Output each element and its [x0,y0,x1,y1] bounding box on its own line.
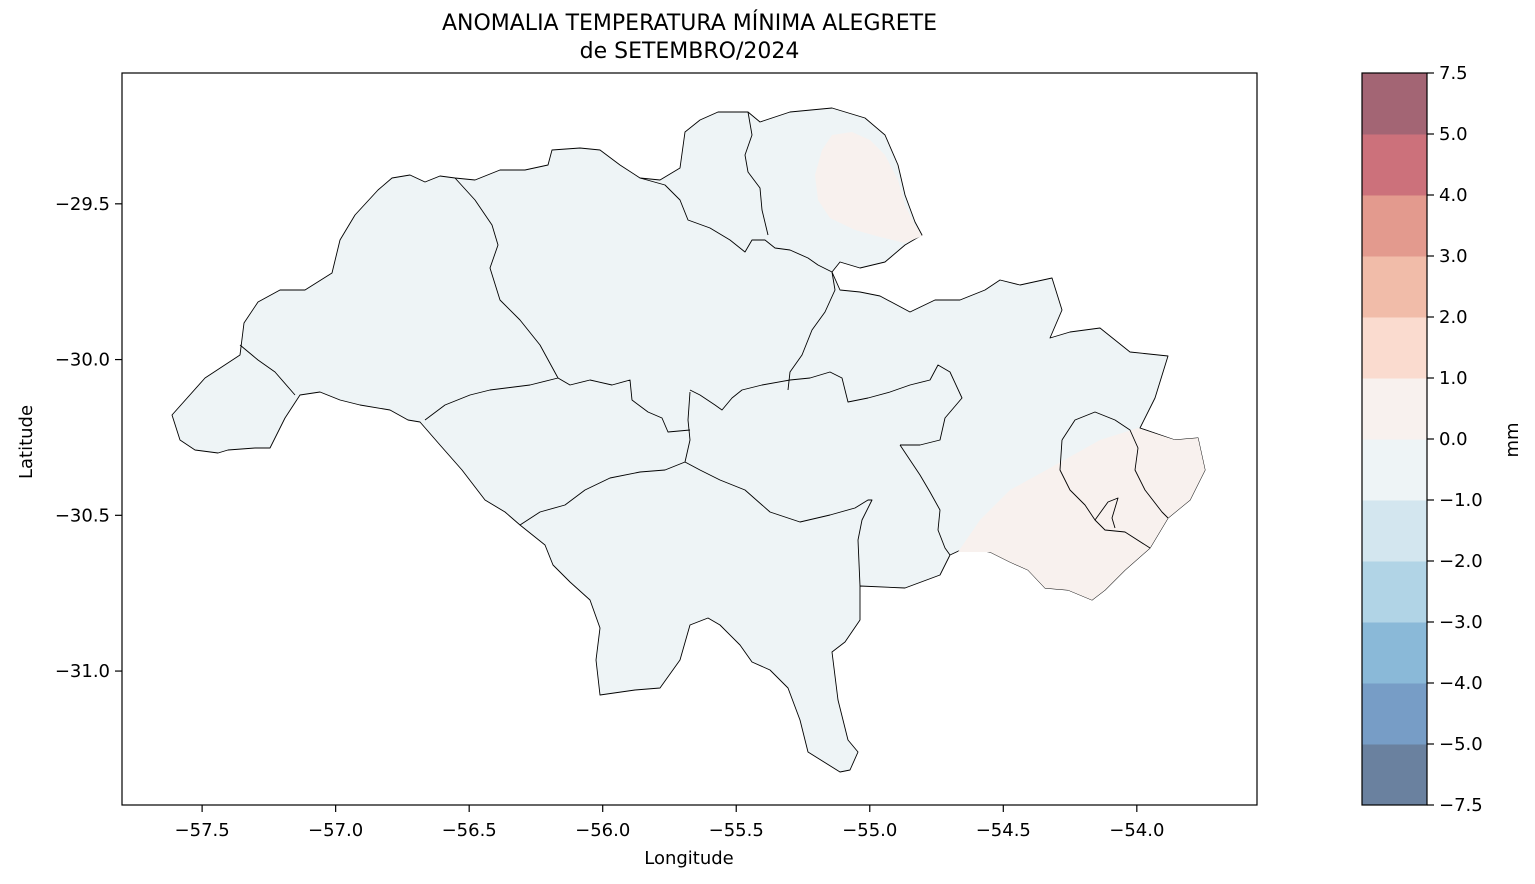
colorbar-label: mm [1502,422,1523,457]
title-line-2: de SETEMBRO/2024 [579,39,800,64]
colorbar-tick-label-3: −3.0 [1439,612,1483,633]
border-2 [424,177,559,421]
border-6 [787,271,836,391]
colorbar-tick-label-4: −2.0 [1439,551,1483,572]
colorbar-tick-label-1: −5.0 [1439,734,1483,755]
colorbar-tick-label-11: 5.0 [1439,124,1468,145]
colorbar-band-8 [1362,256,1427,318]
border-5 [744,111,769,236]
border-4 [639,177,833,273]
colorbar: −7.5 −5.0 −4.0 −3.0 −2.0 −1.0 0.0 1.0 2.0 3.0 4.0 5… [1361,63,1523,816]
x-tick-label-4: −55.5 [709,820,764,841]
y-axis-ticks: −29.5 −30.0 −30.5 −31.0 [55,194,122,682]
colorbar-band-9 [1362,195,1427,257]
map-frame [121,72,1258,806]
border-10 [899,444,951,556]
border-7 [689,364,963,446]
colorbar-ticks: −7.5 −5.0 −4.0 −3.0 −2.0 −1.0 0.0 1.0 2.0 3.0 4.0 5… [1427,63,1483,816]
colorbar-tick-label-2: −4.0 [1439,673,1483,694]
municipality-regions [171,107,1206,773]
x-tick-label-1: −57.0 [308,820,363,841]
y-tick-label-1: −30.0 [55,350,110,371]
y-tick-label-3: −31.0 [55,661,110,682]
x-tick-label-5: −55.0 [842,820,897,841]
colorbar-tick-label-6: 0.0 [1439,429,1468,450]
colorbar-bands [1362,73,1427,806]
border-13 [1094,497,1119,529]
colorbar-tick-label-8: 2.0 [1439,307,1468,328]
border-1 [239,344,296,396]
colorbar-band-2 [1362,622,1427,684]
colorbar-band-6 [1362,378,1427,440]
border-11 [1061,411,1169,519]
colorbar-band-0 [1362,744,1427,806]
colorbar-tick-label-10: 4.0 [1439,185,1468,206]
colorbar-tick-label-5: −1.0 [1439,490,1483,511]
x-tick-label-2: −56.5 [442,820,497,841]
colorbar-band-4 [1362,500,1427,562]
x-tick-label-6: −54.5 [976,820,1031,841]
border-9 [684,461,873,587]
colorbar-band-5 [1362,439,1427,501]
region-polygon-main [171,107,1206,773]
x-axis-ticks: −57.5 −57.0 −56.5 −56.0 −55.5 −55.0 −54.5 −54.0 [175,805,1164,841]
colorbar-band-1 [1362,683,1427,745]
border-3 [557,377,691,433]
y-axis-label: Latitude [16,405,37,479]
colorbar-band-7 [1362,317,1427,379]
colorbar-tick-label-7: 1.0 [1439,368,1468,389]
warm-anomaly-southeast [958,428,1205,600]
x-tick-label-0: −57.5 [175,820,230,841]
colorbar-band-11 [1362,73,1427,135]
warm-anomaly-north [815,132,922,243]
colorbar-tick-label-12: 7.5 [1439,63,1468,84]
title-line-1: ANOMALIA TEMPERATURA MÍNIMA ALEGRETE [441,11,938,36]
map-plot-area: −57.5 −57.0 −56.5 −56.0 −55.5 −55.0 −54.5 −54.0… [16,72,1258,869]
x-tick-label-7: −54.0 [1109,820,1164,841]
y-tick-label-2: −30.5 [55,505,110,526]
border-8 [519,391,691,526]
y-tick-label-0: −29.5 [55,194,110,215]
colorbar-tick-label-9: 3.0 [1439,246,1468,267]
x-tick-label-3: −56.0 [575,820,630,841]
municipality-borders [239,111,1169,587]
x-axis-label: Longitude [644,848,734,869]
map-title: ANOMALIA TEMPERATURA MÍNIMA ALEGRETE de … [122,10,1257,66]
colorbar-tick-label-0: −7.5 [1439,795,1483,816]
colorbar-band-10 [1362,134,1427,196]
border-12 [1059,439,1151,549]
colorbar-band-3 [1362,561,1427,623]
